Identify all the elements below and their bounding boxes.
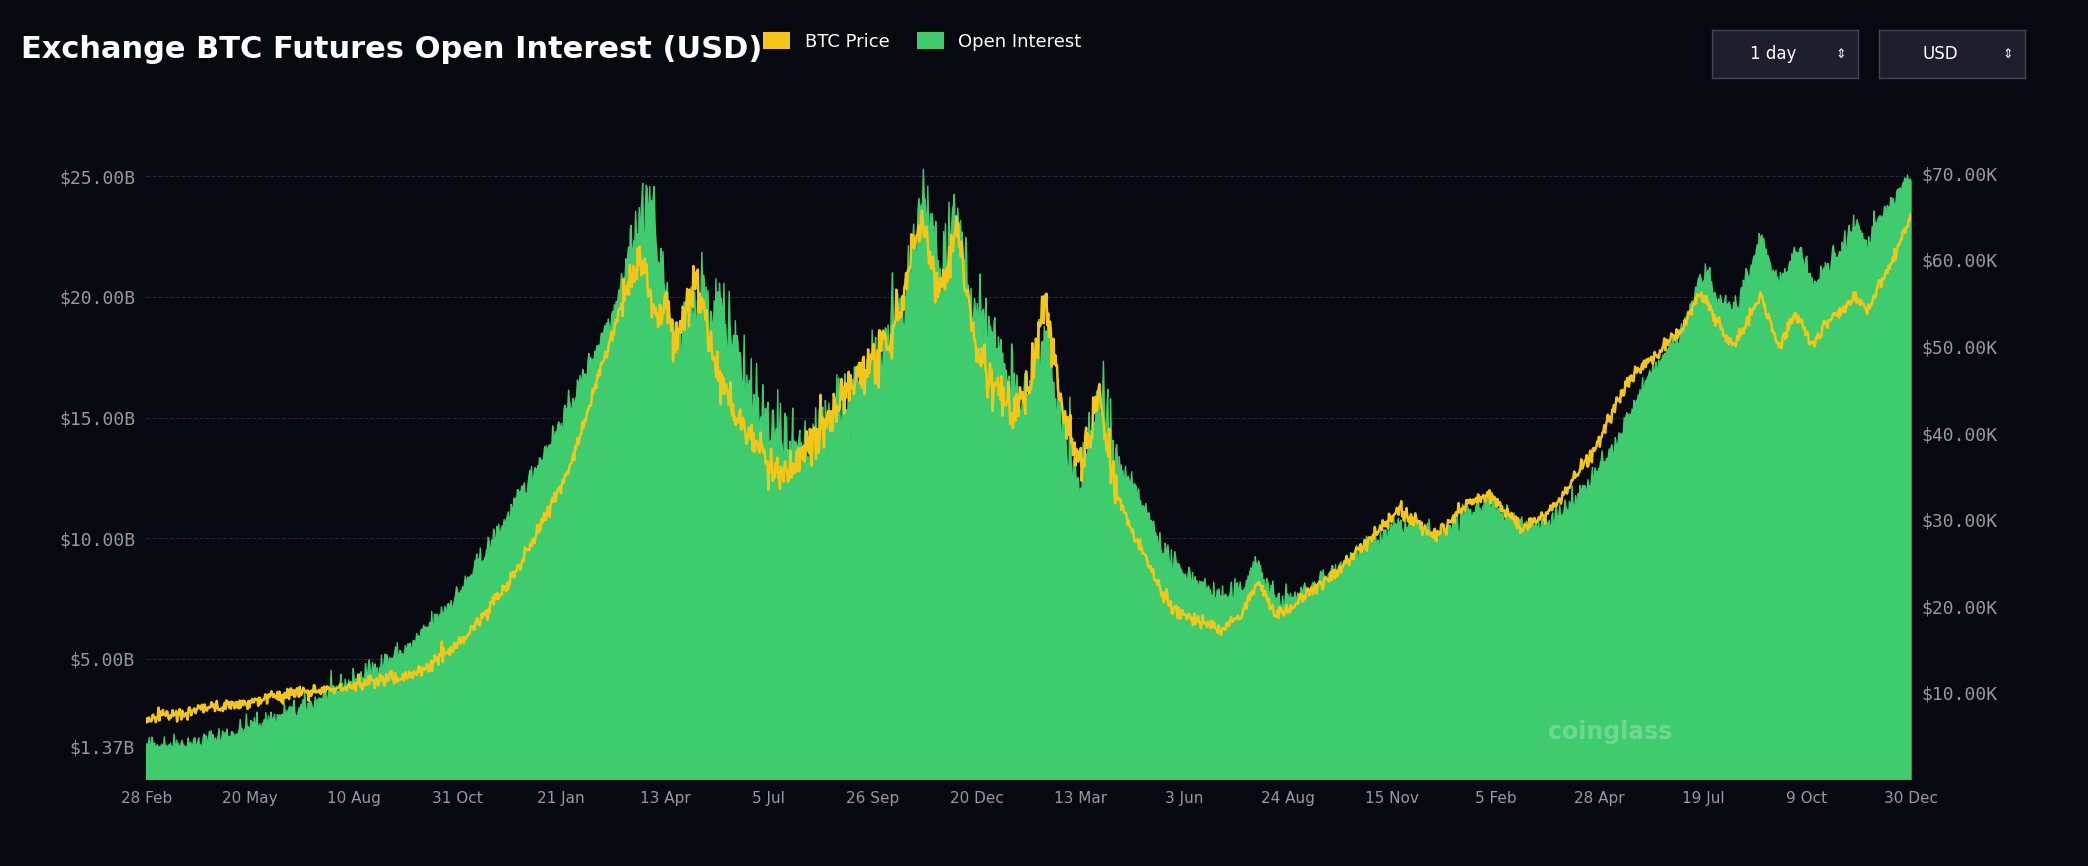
Legend: BTC Price, Open Interest: BTC Price, Open Interest (756, 25, 1088, 58)
Text: Exchange BTC Futures Open Interest (USD): Exchange BTC Futures Open Interest (USD) (21, 35, 762, 63)
Text: coinglass: coinglass (1549, 721, 1672, 744)
Text: 1 day: 1 day (1750, 45, 1798, 63)
Text: ⇕: ⇕ (1835, 48, 1846, 61)
Text: USD: USD (1923, 45, 1959, 63)
Text: ⇕: ⇕ (2002, 48, 2013, 61)
